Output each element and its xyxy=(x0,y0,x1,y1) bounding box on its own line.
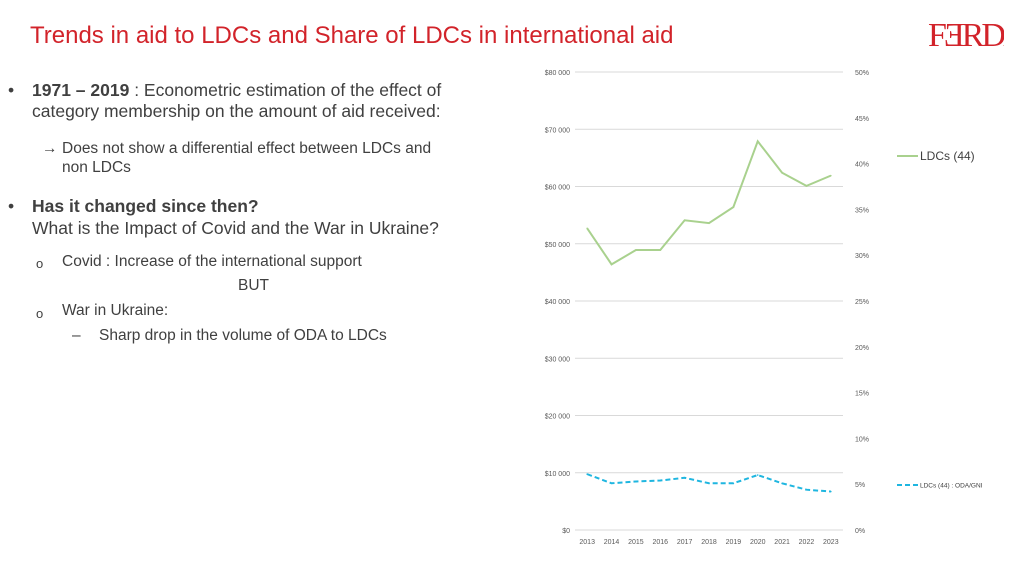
y-left-tick-label: $30 000 xyxy=(545,356,570,363)
y-right-tick-label: 15% xyxy=(855,391,869,398)
y-right-tick-label: 40% xyxy=(855,162,869,169)
data-point xyxy=(635,249,637,251)
bullet-2-heading: Has it changed since then? xyxy=(32,196,259,216)
sub-bullet-marker: o xyxy=(36,306,44,321)
data-point xyxy=(732,206,735,208)
x-tick-label: 2018 xyxy=(701,539,717,546)
data-point xyxy=(781,171,783,174)
data-point xyxy=(756,474,759,476)
y-right-tick-label: 20% xyxy=(855,345,869,352)
bullet-1-line-2: category membership on the amount of aid… xyxy=(32,101,441,121)
data-point xyxy=(805,488,808,491)
y-left-tick-label: $0 xyxy=(562,528,570,535)
legend-label: LDCs (44) : ODA/GNI xyxy=(920,482,983,489)
series-line-ldcs xyxy=(586,139,832,266)
data-point xyxy=(805,185,808,187)
y-right-tick-label: 45% xyxy=(855,116,869,123)
x-tick-label: 2014 xyxy=(604,539,620,546)
sub-bullet-covid: Covid : Increase of the international su… xyxy=(62,253,362,270)
y-right-tick-label: 25% xyxy=(855,299,869,306)
arrow-icon: → xyxy=(42,140,58,157)
data-point xyxy=(830,490,832,493)
aid-chart: $0 $10 000 $20 000 $30 000 $40 000 $50 000 $60… xyxy=(520,60,1024,560)
data-point xyxy=(708,482,710,485)
aid-line-chart-svg: $0 $10 000 $20 000 $30 000 $40 000 $50 000 $60… xyxy=(545,70,983,546)
legend-label: LDCs (44) xyxy=(920,149,975,163)
y-left-tick-label: $40 000 xyxy=(545,299,570,306)
ferdi-logo: FƎRDi xyxy=(928,17,1004,54)
bullet-marker: • xyxy=(8,80,15,100)
svg-text:FƎRDi: FƎRDi xyxy=(928,17,1004,54)
x-tick-label: 2019 xyxy=(726,539,742,546)
y-left-tick-label: $20 000 xyxy=(545,414,570,421)
dash-marker: – xyxy=(72,327,81,344)
data-point xyxy=(781,482,783,485)
data-point xyxy=(683,476,686,479)
data-point xyxy=(683,219,686,222)
bullet-marker: • xyxy=(8,196,15,216)
x-tick-label: 2021 xyxy=(774,539,790,546)
data-point xyxy=(586,473,588,475)
bullet-1-years: 1971 – 2019 xyxy=(32,80,130,100)
arrow-text-line-2: non LDCs xyxy=(62,159,131,176)
y-right-tick-label: 35% xyxy=(855,207,869,214)
x-tick-label: 2016 xyxy=(652,539,668,546)
x-tick-label: 2013 xyxy=(579,539,595,546)
data-point xyxy=(659,479,662,482)
x-tick-label: 2015 xyxy=(628,539,644,546)
data-point xyxy=(732,482,735,485)
x-tick-label: 2017 xyxy=(677,539,693,546)
y-left-tick-label: $50 000 xyxy=(545,242,570,249)
y-left-tick-label: $10 000 xyxy=(545,471,570,478)
y-right-tick-label: 50% xyxy=(855,70,869,77)
slide-title: Trends in aid to LDCs and Share of LDCs … xyxy=(30,22,674,49)
x-tick-label: 2020 xyxy=(750,539,766,546)
data-point xyxy=(610,263,613,266)
y-left-tick-label: $70 000 xyxy=(545,127,570,134)
y-left-tick-label: $80 000 xyxy=(545,70,570,77)
sub-bullet-marker: o xyxy=(36,256,44,271)
bullet-1-line-1: 1971 – 2019 : Econometric estimation of … xyxy=(32,80,441,101)
bullet-1-text-a: : Econometric estimation of the effect o… xyxy=(129,80,442,100)
x-tick-label: 2022 xyxy=(799,539,815,546)
y-right-tick-label: 30% xyxy=(855,253,869,260)
data-point xyxy=(830,174,832,177)
y-left-tick-label: $60 000 xyxy=(545,185,570,192)
data-point xyxy=(659,249,662,251)
data-point xyxy=(610,482,613,485)
y-right-tick-label: 5% xyxy=(855,482,865,489)
x-tick-label: 2023 xyxy=(823,539,839,546)
dash-item-oda-drop: Sharp drop in the volume of ODA to LDCs xyxy=(99,327,387,344)
data-point xyxy=(586,227,588,230)
data-point xyxy=(756,140,759,143)
but-text: BUT xyxy=(238,277,269,294)
y-right-tick-label: 0% xyxy=(855,528,865,535)
arrow-text-line-1: Does not show a differential effect betw… xyxy=(62,140,432,157)
data-point xyxy=(635,480,637,483)
sub-bullet-war: War in Ukraine: xyxy=(62,302,169,319)
y-right-tick-label: 10% xyxy=(855,436,869,443)
data-point xyxy=(708,222,710,224)
bullet-2-text: What is the Impact of Covid and the War … xyxy=(32,218,439,238)
